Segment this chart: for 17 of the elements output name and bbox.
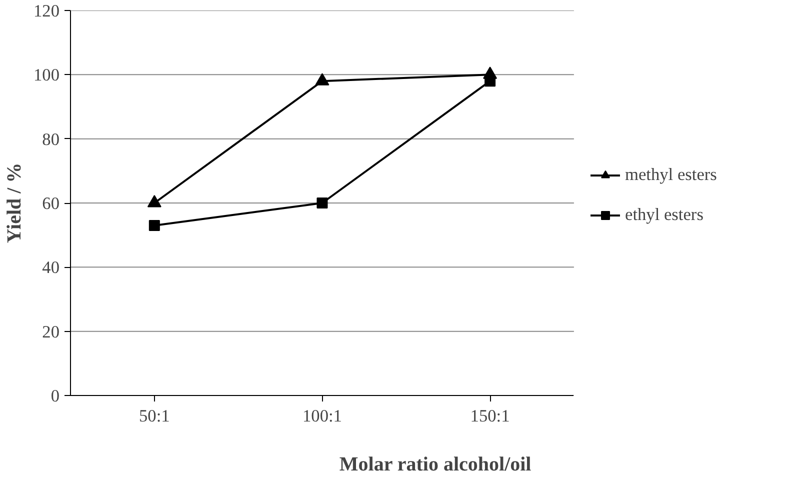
y-tick-label: 20 <box>42 322 60 342</box>
point <box>148 220 160 231</box>
x-tick-label: 100:1 <box>302 406 342 426</box>
y-tick-label: 100 <box>34 66 60 85</box>
y-tick-label: 60 <box>42 194 60 213</box>
x-axis-title: Molar ratio alcohol/oil <box>339 454 532 476</box>
y-tick-label: 80 <box>42 130 60 149</box>
legend-label: methyl esters <box>625 165 717 185</box>
legend-label: ethyl esters <box>625 205 704 225</box>
y-tick-label: 120 <box>34 2 60 20</box>
y-tick-label: 40 <box>42 258 60 278</box>
x-tick-label: 50:1 <box>139 406 170 426</box>
x-tick-label: 150:1 <box>470 406 510 426</box>
y-axis-title: Yield / % <box>4 162 26 244</box>
point <box>315 73 330 86</box>
y-tick-label: 0 <box>50 386 60 406</box>
point <box>316 198 328 208</box>
